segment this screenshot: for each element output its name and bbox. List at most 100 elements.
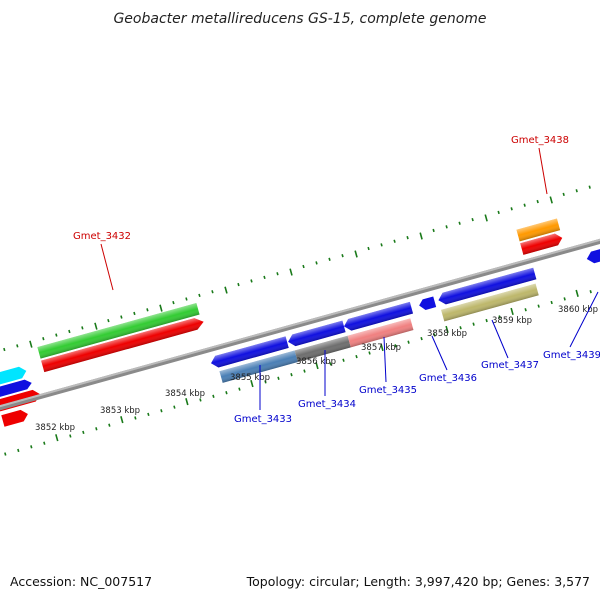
gene-label-gmet-3437[interactable]: Gmet_3437 xyxy=(481,360,539,371)
ruler-major-tick xyxy=(575,289,579,297)
kbp-label: 3859 kbp xyxy=(492,316,532,326)
ruler-minor-tick xyxy=(172,300,175,305)
kbp-label: 3858 kbp xyxy=(427,329,467,339)
gene-label-gmet-3436[interactable]: Gmet_3436 xyxy=(419,373,477,384)
gene-feature-blue-4[interactable] xyxy=(418,296,437,311)
ruler-minor-tick xyxy=(524,308,527,312)
map-title: Geobacter metallireducens GS-15, complet… xyxy=(113,11,486,27)
ruler-minor-tick xyxy=(42,337,45,341)
gene-label-gmet-3439[interactable]: Gmet_3439 xyxy=(543,350,600,361)
ruler-minor-tick xyxy=(510,207,513,211)
ruler-minor-tick xyxy=(276,272,279,276)
ruler-minor-tick xyxy=(471,217,474,222)
gene-shine xyxy=(516,218,561,242)
ruler-major-tick xyxy=(380,343,384,352)
ruler-minor-tick xyxy=(472,322,475,326)
ruler-minor-tick xyxy=(173,405,176,409)
gene-feature-blue-6[interactable] xyxy=(585,244,600,265)
ruler-minor-tick xyxy=(303,369,306,373)
ruler-minor-tick xyxy=(225,391,228,395)
gene-label-gmet-3438[interactable]: Gmet_3438 xyxy=(511,135,569,146)
kbp-label: 3860 kbp xyxy=(558,305,598,315)
ruler-minor-tick xyxy=(536,199,539,204)
ruler-minor-tick xyxy=(458,221,461,225)
kbp-labels: 3852 kbp 3853 kbp 3854 kbp 3855 kbp 3856… xyxy=(35,305,598,433)
ruler-minor-tick xyxy=(498,315,501,319)
gene-label-gmet-3433[interactable]: Gmet_3433 xyxy=(234,414,292,425)
ruler-major-tick xyxy=(185,398,189,406)
ruler-minor-tick xyxy=(81,326,84,330)
genome-backbone xyxy=(0,186,600,432)
ruler-minor-tick xyxy=(43,441,46,445)
reverse-strand xyxy=(1,244,600,427)
ruler-minor-tick xyxy=(588,185,591,189)
ruler-minor-tick xyxy=(146,308,149,312)
ruler-major-tick xyxy=(250,379,254,388)
ruler-minor-tick xyxy=(550,300,553,305)
ruler-major-tick xyxy=(159,304,163,312)
ruler-major-tick xyxy=(120,416,124,424)
ruler-minor-tick xyxy=(82,430,85,435)
ruler-minor-tick xyxy=(562,192,565,197)
ruler-minor-tick xyxy=(485,318,488,323)
ruler-minor-tick xyxy=(575,189,578,193)
gene-label-gmet-3432[interactable]: Gmet_3432 xyxy=(73,231,131,242)
ruler-major-tick xyxy=(445,325,449,334)
ruler-minor-tick xyxy=(420,336,423,341)
ruler-minor-tick xyxy=(211,290,214,294)
ruler-minor-tick xyxy=(250,279,253,283)
ruler-minor-tick xyxy=(198,293,201,298)
ruler-major-tick xyxy=(289,268,293,276)
ruler-minor-tick xyxy=(55,333,58,337)
ruler-minor-tick xyxy=(108,423,111,427)
kbp-label: 3855 kbp xyxy=(230,373,270,383)
ruler-minor-tick xyxy=(264,380,267,384)
gene-label-gmet-3434[interactable]: Gmet_3434 xyxy=(298,399,356,410)
ruler-minor-tick xyxy=(368,351,371,355)
ruler-major-tick xyxy=(419,232,423,240)
backbone-highlight xyxy=(0,186,600,429)
forward-strand xyxy=(0,218,563,412)
ruler-minor-tick xyxy=(497,210,500,215)
gene-shine xyxy=(294,335,351,363)
ruler-minor-tick xyxy=(147,412,150,417)
gene-shine xyxy=(520,233,563,255)
gene-shine xyxy=(41,318,204,373)
ruler-minor-tick xyxy=(355,354,358,359)
ruler-minor-tick xyxy=(199,398,202,402)
ruler-minor-tick xyxy=(160,409,163,413)
ruler-minor-tick xyxy=(133,311,136,316)
ruler-minor-tick xyxy=(523,203,526,207)
ruler-minor-tick xyxy=(407,340,410,344)
ruler-major-tick xyxy=(224,286,228,294)
gene-feature-cyan[interactable] xyxy=(0,365,28,387)
gene-feature-red-bottom-left[interactable] xyxy=(1,408,29,427)
kbp-label: 3856 kbp xyxy=(296,357,336,367)
ruler-minor-tick xyxy=(341,254,344,258)
ruler-minor-tick xyxy=(328,257,331,261)
ruler-minor-tick xyxy=(459,326,462,330)
leader-lines xyxy=(100,147,599,410)
ruler-major-tick xyxy=(549,196,553,204)
gene-shine xyxy=(219,350,298,383)
outer-ruler xyxy=(3,185,591,352)
gene-shine xyxy=(347,318,414,348)
ruler-minor-tick xyxy=(68,329,71,334)
gene-label-gmet-3435[interactable]: Gmet_3435 xyxy=(359,385,417,396)
ruler-minor-tick xyxy=(17,448,20,453)
ruler-major-tick xyxy=(354,250,358,258)
ruler-minor-tick xyxy=(120,315,123,319)
ruler-minor-tick xyxy=(563,297,566,301)
ruler-major-tick xyxy=(315,361,319,370)
gene-shine xyxy=(441,283,539,322)
kbp-label: 3857 kbp xyxy=(361,343,401,353)
ruler-minor-tick xyxy=(380,243,383,247)
accession-text: Accession: NC_007517 xyxy=(10,574,153,589)
ruler-minor-tick xyxy=(107,318,110,323)
gene-labels: Gmet_3432 Gmet_3438 Gmet_3433 Gmet_3434 … xyxy=(73,135,600,425)
ruler-minor-tick xyxy=(342,358,345,362)
gene-feature-blue-left[interactable] xyxy=(0,378,33,398)
ruler-minor-tick xyxy=(406,236,409,240)
ruler-minor-tick xyxy=(394,344,397,348)
